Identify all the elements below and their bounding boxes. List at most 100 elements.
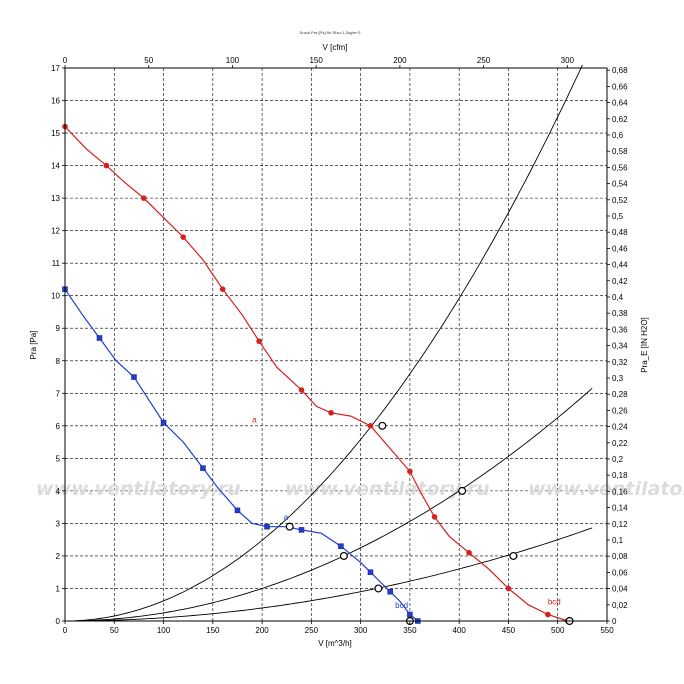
- y2-tick-label: 0,6: [612, 131, 624, 140]
- watermark-text-2: www.ventilatory.ru: [285, 478, 490, 500]
- data-point: [367, 423, 374, 429]
- x-axis-title: V [m^3/h]: [318, 639, 352, 648]
- data-point: [180, 234, 187, 240]
- y2-tick-label: 0,04: [612, 585, 628, 594]
- x-tick-label: 300: [354, 626, 368, 635]
- data-point: [103, 162, 110, 169]
- y-tick-label: 15: [51, 129, 60, 138]
- x-tick-label: 450: [502, 626, 516, 635]
- y2-tick-label: 0,08: [612, 552, 628, 561]
- y2-tick-label: 0,26: [612, 406, 628, 415]
- x-tick-label: 0: [63, 626, 68, 635]
- operating-point: [339, 551, 348, 560]
- y2-tick-label: 0,5: [612, 212, 624, 221]
- x2-tick-label: 50: [144, 56, 153, 65]
- curve-point-label: a: [284, 513, 289, 522]
- chart-title: Druck Pra [Pa] für Rho=1.2kg/m^3: [300, 30, 362, 35]
- y2-tick-label: 0,54: [612, 180, 628, 189]
- data-point: [367, 569, 374, 575]
- system-curve: [65, 387, 593, 622]
- watermark-layer: www.ventilatory.ru www.ventilatory.ru ww…: [36, 478, 684, 500]
- operating-point: [374, 584, 383, 593]
- data-point: [338, 543, 344, 549]
- x-tick-label: 150: [206, 626, 220, 635]
- y-axis-title: Pra [Pa]: [29, 331, 38, 360]
- y2-tick-label: 0,38: [612, 309, 628, 318]
- data-point: [160, 419, 167, 426]
- y2-tick-label: 0,42: [612, 277, 628, 286]
- y-tick-label: 0: [56, 617, 61, 626]
- x-tick-label: 50: [110, 626, 119, 635]
- system-curves: [64, 64, 593, 622]
- y2-tick-label: 0,68: [612, 66, 628, 75]
- x2-tick-label: 200: [393, 56, 407, 65]
- y-tick-label: 16: [51, 97, 60, 106]
- curve-point-label: bcd: [548, 598, 561, 607]
- curve-point-label: bcd: [395, 601, 408, 610]
- y2-tick-label: 0,44: [612, 261, 628, 270]
- y-tick-label: 3: [56, 519, 61, 528]
- y2-tick-label: 0,12: [612, 520, 628, 529]
- y2-tick-label: 0,34: [612, 342, 628, 351]
- x2-tick-label: 0: [63, 56, 68, 65]
- y-tick-label: 9: [56, 324, 61, 333]
- data-point: [466, 549, 472, 556]
- x-tick-label: 550: [600, 626, 614, 635]
- y-tick-label: 5: [56, 454, 61, 463]
- x-tick-label: 350: [403, 626, 417, 635]
- data-point: [141, 195, 147, 201]
- y-tick-label: 12: [51, 227, 60, 236]
- y2-tick-label: 0,28: [612, 390, 628, 399]
- y2-axis-title: Pra_E [IN H2O]: [640, 317, 649, 373]
- grid: [65, 68, 607, 621]
- data-point: [328, 410, 334, 416]
- y2-tick-label: 0,14: [612, 504, 628, 513]
- data-point: [200, 465, 206, 471]
- y-tick-label: 8: [56, 357, 61, 366]
- fan-curves: a bcd a bcd: [62, 123, 571, 624]
- y-tick-label: 17: [51, 64, 60, 73]
- y2-tick-label: 0,4: [612, 293, 624, 302]
- system-curve: [65, 527, 593, 622]
- y2-tick-label: 0,1: [612, 536, 624, 545]
- operating-point: [458, 486, 467, 495]
- y2-tick-label: 0: [612, 617, 617, 626]
- data-point: [96, 335, 103, 341]
- x2-axis-title: V [cfm]: [323, 43, 348, 52]
- y-tick-label: 13: [51, 194, 60, 203]
- data-point: [256, 338, 262, 345]
- data-point: [234, 507, 241, 514]
- y2-tick-label: 0,56: [612, 163, 628, 172]
- y2-tick-label: 0,02: [612, 601, 628, 610]
- data-point: [505, 585, 512, 592]
- y2-tick-label: 0,22: [612, 439, 628, 448]
- y-tick-label: 7: [56, 389, 61, 398]
- x2-tick-label: 100: [226, 56, 240, 65]
- y2-tick-label: 0,24: [612, 423, 628, 432]
- fan-curve-line: [64, 288, 419, 622]
- y2-tick-label: 0,62: [612, 115, 628, 124]
- data-point: [131, 374, 137, 380]
- curve-point-label: a: [252, 416, 257, 425]
- data-point: [298, 527, 305, 533]
- y2-tick-label: 0,06: [612, 568, 628, 577]
- operating-point: [378, 421, 387, 430]
- y-tick-label: 10: [51, 292, 60, 301]
- y2-tick-label: 0,18: [612, 471, 628, 480]
- y-tick-label: 6: [56, 422, 61, 431]
- y2-tick-label: 0,58: [612, 147, 628, 156]
- x2-tick-label: 250: [477, 56, 491, 65]
- watermark-text-1: www.ventilatory.ru: [36, 478, 241, 500]
- x-tick-label: 100: [157, 626, 171, 635]
- watermark-text-3: www.ventilatory.ru: [528, 478, 684, 500]
- data-point: [545, 611, 551, 618]
- y2-tick-label: 0,3: [612, 374, 624, 383]
- y2-tick-label: 0,2: [612, 455, 624, 464]
- data-point: [298, 387, 305, 393]
- x2-tick-label: 150: [309, 56, 323, 65]
- y2-tick-label: 0,32: [612, 358, 628, 367]
- y-tick-label: 14: [51, 162, 60, 171]
- data-point: [407, 468, 413, 475]
